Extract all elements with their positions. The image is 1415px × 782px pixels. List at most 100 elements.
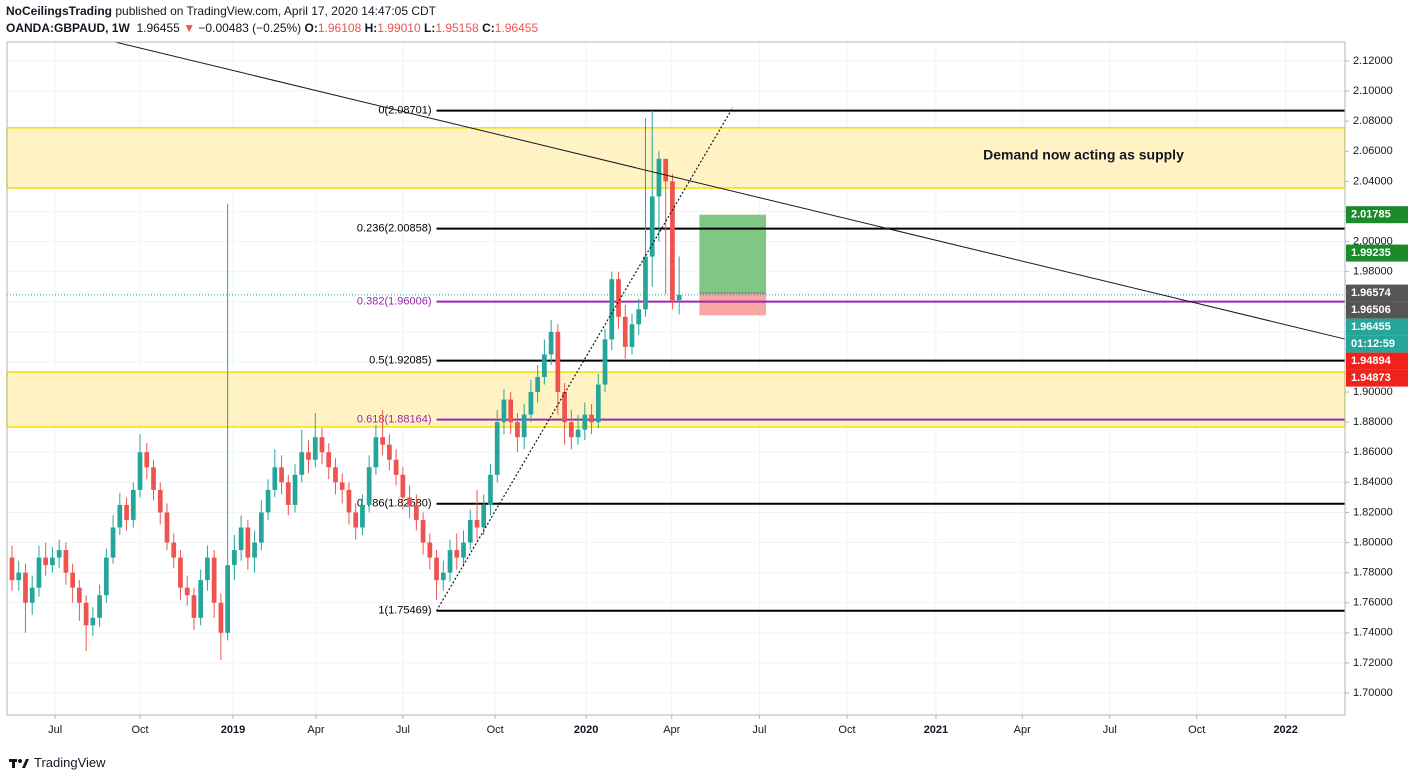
candle xyxy=(656,151,662,242)
candle-body xyxy=(97,595,102,618)
price-label: 1.99235 xyxy=(1351,247,1391,259)
price-label-box xyxy=(1346,318,1408,336)
candle xyxy=(387,434,392,471)
candle-body xyxy=(622,316,628,347)
candle-body xyxy=(380,437,386,445)
candle xyxy=(103,548,109,603)
candle-body xyxy=(447,550,453,573)
candle-body xyxy=(360,504,365,528)
price-label: 1.94894 xyxy=(1351,355,1392,367)
candle xyxy=(373,425,379,475)
y-tick-label: 1.88000 xyxy=(1353,416,1393,428)
y-tick-label: 1.86000 xyxy=(1353,446,1393,458)
header-line-1: NoCeilingsTrading published on TradingVi… xyxy=(6,3,538,20)
fib-label: 0.236(2.00858) xyxy=(357,223,432,235)
candle xyxy=(380,410,386,456)
candle xyxy=(333,458,338,495)
x-tick-label: Oct xyxy=(1188,724,1205,736)
price-label: 1.96455 xyxy=(1351,321,1391,333)
fib-label: 1(1.75469) xyxy=(378,605,431,617)
candle-body xyxy=(16,572,22,581)
candle-body xyxy=(562,392,567,423)
candle xyxy=(413,494,419,531)
candle xyxy=(299,429,305,483)
x-tick-label: 2022 xyxy=(1273,724,1297,736)
fib-label: 0.5(1.92085) xyxy=(369,355,431,367)
candle-body xyxy=(83,602,89,626)
candle xyxy=(285,474,291,516)
candle xyxy=(83,595,89,651)
last: 1.96455 xyxy=(136,21,180,35)
ohlc-value: 1.99010 xyxy=(377,21,421,35)
candle xyxy=(643,118,648,317)
candle-body xyxy=(663,158,669,182)
header-line-2: OANDA:GBPAUD, 1W 1.96455 ▼ −0.00483 (−0.… xyxy=(6,20,538,37)
candle-body xyxy=(164,512,170,543)
x-tick-label: Apr xyxy=(1014,724,1031,736)
y-tick-label: 1.76000 xyxy=(1353,597,1393,609)
candle xyxy=(157,482,163,525)
candle-body xyxy=(191,595,197,618)
candle xyxy=(427,533,433,570)
price-label: 1.96506 xyxy=(1351,304,1391,316)
candle xyxy=(292,464,298,513)
fib-label: 0(2.08701) xyxy=(378,105,431,117)
candle xyxy=(70,563,75,603)
candle-body xyxy=(609,279,615,340)
candle xyxy=(151,459,156,501)
candle xyxy=(306,440,311,474)
candle-body xyxy=(461,542,466,558)
candle-body xyxy=(501,399,507,423)
candle xyxy=(245,519,251,570)
candle xyxy=(609,271,615,350)
candle-body xyxy=(306,452,311,460)
candle xyxy=(454,533,460,570)
candle-body xyxy=(137,452,143,490)
ohlc-label: O: xyxy=(304,21,318,35)
candle xyxy=(636,298,642,335)
candle xyxy=(117,492,123,536)
candle-body xyxy=(366,467,372,505)
candle xyxy=(56,539,62,569)
candle-body xyxy=(299,452,305,475)
y-tick-label: 1.90000 xyxy=(1353,386,1393,398)
candle xyxy=(400,467,406,510)
x-tick-label: 2019 xyxy=(221,724,245,736)
candle xyxy=(110,515,116,564)
candle-body xyxy=(23,572,28,603)
x-tick-label: 2021 xyxy=(924,724,948,736)
price-label: 2.01785 xyxy=(1351,209,1391,221)
candle-body xyxy=(77,587,82,603)
candle-body xyxy=(508,399,514,423)
published: published on TradingView.com, April 17, … xyxy=(115,4,437,18)
candle-body xyxy=(151,467,156,490)
candle-body xyxy=(117,504,123,528)
ohlc: O:1.96108 H:1.99010 L:1.95158 C:1.96455 xyxy=(305,21,539,35)
candle-body xyxy=(393,459,399,475)
candle-body xyxy=(542,354,547,377)
candle xyxy=(205,545,210,591)
candle xyxy=(9,545,15,591)
candle xyxy=(16,560,22,591)
x-tick-label: Jul xyxy=(396,724,410,736)
candle xyxy=(23,563,28,633)
candle-body xyxy=(481,504,487,528)
fib-label: 0.382(1.96006) xyxy=(357,296,432,308)
candle xyxy=(440,560,446,591)
author: NoCeilingsTrading xyxy=(6,4,113,18)
y-tick-label: 2.06000 xyxy=(1353,145,1393,157)
candle xyxy=(124,497,129,531)
price-label: 1.96574 xyxy=(1351,287,1392,299)
fib-label: 0.786(1.82580) xyxy=(357,498,432,510)
candle-body xyxy=(272,467,278,490)
candle-body xyxy=(319,437,325,453)
candle-body xyxy=(218,602,224,633)
ohlc-label: C: xyxy=(482,21,495,35)
y-tick-label: 1.74000 xyxy=(1353,627,1393,639)
y-tick-label: 1.98000 xyxy=(1353,266,1393,278)
candle xyxy=(676,256,682,315)
candle-body xyxy=(629,324,635,347)
x-tick-label: Oct xyxy=(487,724,504,736)
candle xyxy=(225,203,230,641)
